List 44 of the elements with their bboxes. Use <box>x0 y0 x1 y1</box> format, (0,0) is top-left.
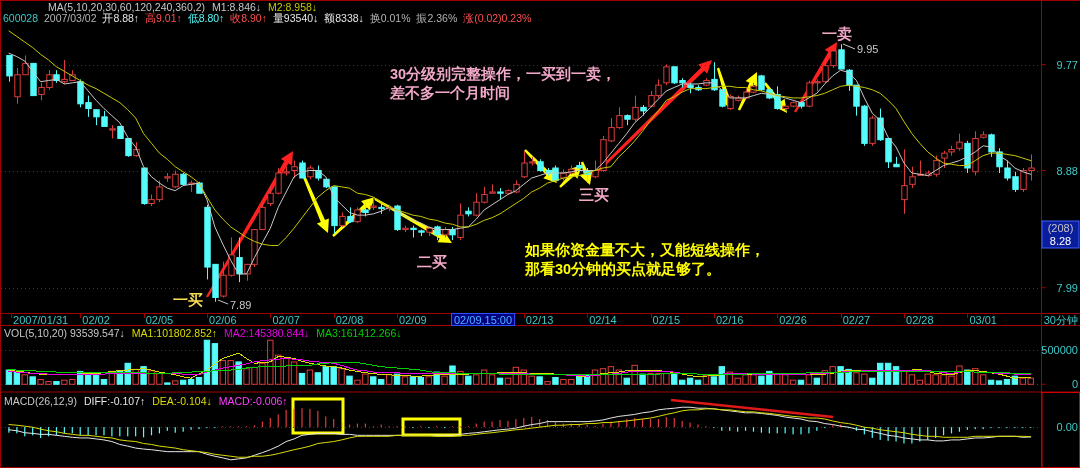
x-tick-label: 02/15 <box>652 313 681 326</box>
x-tick-label: 02/27 <box>842 313 871 326</box>
text: 0.00 <box>1056 421 1078 434</box>
text: MA2:145380.844↓ <box>224 327 310 339</box>
y-tick-label: 8.88 <box>1056 164 1078 177</box>
x-tick-label: 2007/01/31 <box>13 313 69 326</box>
x-tick-label: 02/28 <box>906 313 934 326</box>
x-axis-title: 30分钟 <box>1043 313 1078 326</box>
x-tick-label: 02/05 <box>145 313 174 326</box>
series-label: MA1:101802.852↑ <box>131 327 218 339</box>
annotation: 二买 <box>417 254 447 271</box>
text: DEA:-0.104↓ <box>152 395 212 407</box>
text: DIFF:-0.107↑ <box>83 395 146 407</box>
annotation: 一买 <box>173 292 203 308</box>
x-tick-label: 02/14 <box>589 313 617 326</box>
text: (208) <box>1047 222 1074 234</box>
x-tick-label: 03/01 <box>969 313 997 326</box>
annotation: 7.89 <box>230 298 252 311</box>
x-tick-label: 02/02 <box>82 313 110 326</box>
text: M1:8.846↓ <box>212 0 262 13</box>
chart-title: MACD(26,12,9) <box>4 395 77 407</box>
text: 8.28 <box>1049 235 1072 247</box>
x-tick-label: 02/08 <box>335 313 364 326</box>
annotation: 如果你资金量不大，又能短线操作，那看30分钟的买点就足够了。 <box>524 242 765 277</box>
annotation: 一卖 <box>822 26 852 42</box>
annotation: 9.95 <box>857 43 879 55</box>
y-tick-label: 0 <box>1071 378 1078 391</box>
chart-title: MA(5,10,20,30,60,120,240,360,2) <box>48 0 206 13</box>
text: MACD:-0.006↑ <box>218 395 288 407</box>
x-tick-label: 02/09 <box>399 313 427 326</box>
text: MA3:161412.266↓ <box>316 327 402 339</box>
y-tick-label: 9.77 <box>1056 58 1078 71</box>
chart-title: VOL(5,10,20) 93539.547↓ <box>4 327 125 339</box>
annotation: 三买 <box>579 187 609 203</box>
x-tick-label: 02/13 <box>525 313 554 326</box>
text: 02/09,15:00 <box>454 313 513 326</box>
x-tick-label: 02/07 <box>272 313 300 326</box>
y-tick-label: 7.99 <box>1056 281 1078 294</box>
annotation: 30分级别完整操作，一买到一卖，差不多一个月时间 <box>389 65 617 101</box>
y-tick-label: 500000 <box>1041 344 1078 357</box>
x-tick-label: 02/26 <box>779 313 807 326</box>
text: M2:8.958↓ <box>268 0 318 13</box>
x-tick-label: 02/16 <box>715 313 744 326</box>
x-tick-label: 02/06 <box>209 313 237 326</box>
